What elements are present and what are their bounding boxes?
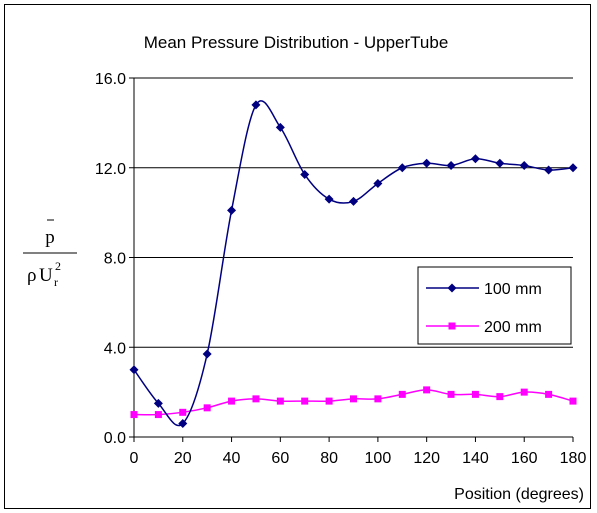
data-point-100-mm	[519, 161, 529, 171]
data-point-100-mm	[422, 158, 432, 168]
data-point-100-mm	[153, 398, 163, 408]
x-tick-label: 160	[511, 450, 538, 467]
data-point-100-mm	[300, 169, 310, 179]
x-tick-label: 100	[365, 450, 392, 467]
x-tick-label: 120	[413, 450, 440, 467]
data-point-100-mm	[544, 165, 554, 175]
y-label-subscript: r	[54, 275, 58, 289]
chart-title: Mean Pressure Distribution - UpperTube	[144, 33, 449, 52]
legend-item-100-mm: 100 mm	[426, 281, 542, 298]
data-point-200-mm	[179, 408, 187, 416]
data-point-100-mm	[373, 178, 383, 188]
y-tick-label: 16.0	[95, 71, 126, 88]
y-axis-label: p ρ U 2 r	[23, 219, 77, 289]
x-tick-label: 80	[320, 450, 338, 467]
y-tick-label: 8.0	[104, 251, 126, 268]
series-100-mm	[129, 100, 578, 429]
data-point-200-mm	[520, 388, 528, 396]
data-point-100-mm	[568, 163, 578, 173]
data-point-100-mm	[324, 194, 334, 204]
axes: 0.0 4.0 8.0 12.0 16.0 0 20 40 60 80 100 120 140 160 18…	[95, 71, 587, 467]
series-layer	[129, 100, 578, 429]
series-200-mm	[130, 386, 577, 419]
data-point-100-mm	[227, 205, 237, 215]
data-point-100-mm	[251, 100, 261, 110]
gridlines	[134, 77, 573, 348]
data-point-200-mm	[154, 411, 162, 419]
chart-svg: Mean Pressure Distribution - UpperTube 0…	[23, 33, 587, 503]
data-point-200-mm	[423, 386, 431, 394]
x-tick-label: 40	[223, 450, 241, 467]
y-label-superscript: 2	[55, 259, 61, 273]
y-tick-label: 0.0	[104, 430, 126, 447]
data-point-100-mm	[446, 161, 456, 171]
data-point-100-mm	[397, 163, 407, 173]
data-point-100-mm	[178, 419, 188, 429]
legend-label-200-mm: 200 mm	[484, 319, 542, 336]
data-point-200-mm	[496, 393, 504, 401]
data-point-100-mm	[275, 122, 285, 132]
data-point-200-mm	[398, 390, 406, 398]
series-line-100-mm	[133, 100, 574, 427]
data-point-100-mm	[129, 365, 139, 375]
legend-item-200-mm: 200 mm	[426, 319, 542, 336]
legend: 100 mm 200 mm	[417, 266, 572, 345]
data-point-200-mm	[325, 397, 333, 405]
data-point-200-mm	[252, 395, 260, 403]
x-axis-label: Position (degrees)	[454, 486, 584, 503]
data-point-200-mm	[276, 397, 284, 405]
data-point-200-mm	[228, 397, 236, 405]
data-point-200-mm	[301, 397, 309, 405]
x-tick-label: 0	[130, 450, 139, 467]
y-tick-label: 4.0	[104, 340, 126, 357]
y-label-denominator-rho: ρ	[27, 265, 36, 286]
x-tick-label: 60	[271, 450, 289, 467]
data-point-200-mm	[545, 390, 553, 398]
data-point-200-mm	[350, 395, 357, 403]
data-point-200-mm	[130, 411, 138, 419]
x-tick-label: 140	[462, 450, 489, 467]
data-point-100-mm	[495, 158, 505, 168]
y-tick-label: 12.0	[95, 161, 126, 178]
legend-box	[417, 266, 572, 345]
chart-frame: Mean Pressure Distribution - UpperTube 0…	[4, 4, 591, 509]
x-tick-label: 20	[174, 450, 192, 467]
data-point-200-mm	[471, 390, 479, 398]
legend-swatch-marker-200-mm	[448, 322, 456, 330]
data-point-200-mm	[447, 390, 455, 398]
legend-swatch-marker-100-mm	[447, 283, 457, 293]
data-point-200-mm	[569, 397, 577, 405]
legend-label-100-mm: 100 mm	[484, 281, 542, 298]
data-point-100-mm	[202, 349, 212, 359]
x-tick-label: 180	[560, 450, 587, 467]
y-label-denominator-u: U	[39, 265, 53, 286]
data-point-200-mm	[203, 404, 211, 412]
data-point-100-mm	[349, 196, 358, 206]
y-label-numerator: p	[45, 227, 55, 248]
data-point-100-mm	[470, 154, 480, 164]
data-point-200-mm	[374, 395, 382, 403]
